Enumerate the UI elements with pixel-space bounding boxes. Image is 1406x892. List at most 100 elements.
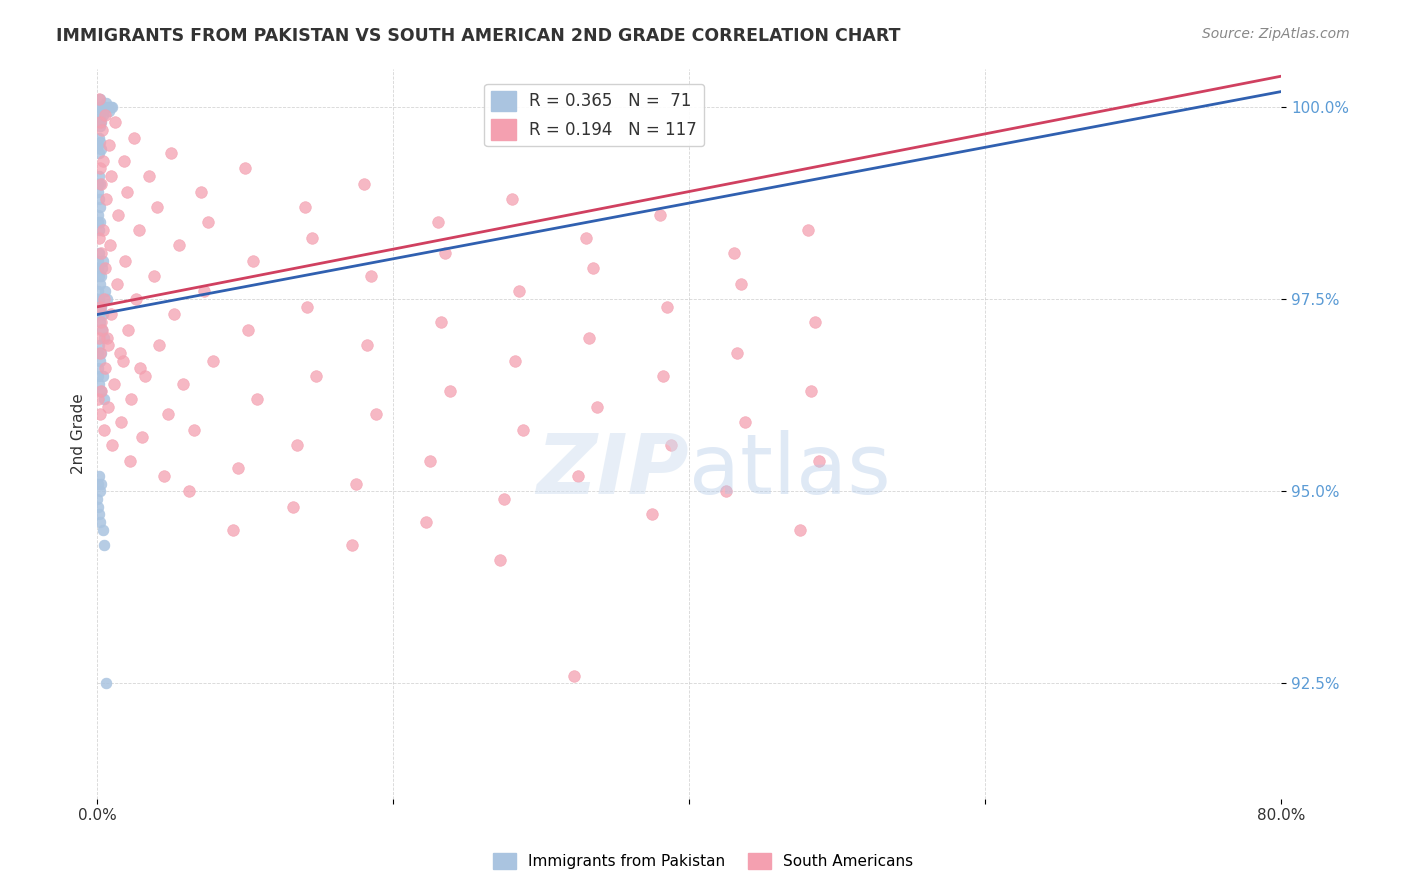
Point <box>86 253 108 268</box>
Text: ZIP: ZIP <box>537 430 689 510</box>
Point <box>89 200 111 214</box>
Point <box>301 230 323 244</box>
Point <box>488 553 510 567</box>
Point <box>434 246 457 260</box>
Point <box>111 353 134 368</box>
Point <box>86 491 108 506</box>
Point <box>112 153 135 168</box>
Point <box>305 369 328 384</box>
Point <box>87 346 110 360</box>
Point <box>90 246 112 260</box>
Point <box>87 361 110 376</box>
Point <box>93 292 115 306</box>
Point <box>131 430 153 444</box>
Point <box>508 285 530 299</box>
Text: Source: ZipAtlas.com: Source: ZipAtlas.com <box>1202 27 1350 41</box>
Text: atlas: atlas <box>689 430 891 510</box>
Point <box>89 192 111 206</box>
Point <box>153 469 176 483</box>
Point <box>494 491 516 506</box>
Point <box>115 185 138 199</box>
Point <box>87 208 110 222</box>
Point <box>120 392 142 406</box>
Point <box>101 100 124 114</box>
Point <box>89 92 111 106</box>
Point <box>114 253 136 268</box>
Point <box>641 508 664 522</box>
Point <box>90 384 112 399</box>
Point <box>796 223 818 237</box>
Point <box>87 215 110 229</box>
Point <box>97 100 120 114</box>
Point <box>100 308 122 322</box>
Point <box>89 292 111 306</box>
Point <box>90 100 112 114</box>
Point <box>94 108 117 122</box>
Point <box>344 476 367 491</box>
Point <box>89 376 111 391</box>
Point <box>582 261 605 276</box>
Point <box>98 238 121 252</box>
Point <box>138 169 160 183</box>
Point <box>167 238 190 252</box>
Point <box>90 384 112 399</box>
Point <box>98 138 121 153</box>
Point <box>501 192 523 206</box>
Point <box>90 268 112 283</box>
Point <box>100 100 122 114</box>
Point <box>90 323 112 337</box>
Point <box>110 415 132 429</box>
Point <box>222 523 245 537</box>
Point <box>103 376 125 391</box>
Point <box>117 323 139 337</box>
Text: IMMIGRANTS FROM PAKISTAN VS SOUTH AMERICAN 2ND GRADE CORRELATION CHART: IMMIGRANTS FROM PAKISTAN VS SOUTH AMERIC… <box>56 27 901 45</box>
Point <box>226 461 249 475</box>
Point <box>87 292 110 306</box>
Point <box>163 308 186 322</box>
Point <box>586 400 609 414</box>
Point <box>142 268 165 283</box>
Point <box>716 484 738 499</box>
Point <box>567 469 589 483</box>
Point <box>87 146 110 161</box>
Point <box>87 338 110 352</box>
Point <box>648 208 671 222</box>
Point <box>804 315 827 329</box>
Point <box>87 261 110 276</box>
Point <box>97 400 120 414</box>
Point <box>118 453 141 467</box>
Point <box>87 223 110 237</box>
Point <box>89 215 111 229</box>
Point <box>356 338 378 352</box>
Point <box>364 408 387 422</box>
Point <box>87 300 110 314</box>
Point <box>100 169 122 183</box>
Point <box>157 408 180 422</box>
Point <box>97 338 120 352</box>
Point <box>90 115 112 129</box>
Point <box>145 200 167 214</box>
Legend: Immigrants from Pakistan, South Americans: Immigrants from Pakistan, South American… <box>486 847 920 875</box>
Point <box>87 92 110 106</box>
Point <box>91 369 114 384</box>
Point <box>294 200 316 214</box>
Point <box>426 215 449 229</box>
Point <box>89 277 111 291</box>
Point <box>730 277 752 291</box>
Point <box>725 346 748 360</box>
Point <box>429 315 451 329</box>
Point <box>94 100 117 114</box>
Point <box>177 484 200 499</box>
Point <box>134 369 156 384</box>
Point <box>101 438 124 452</box>
Point <box>89 353 111 368</box>
Point <box>90 315 112 329</box>
Point <box>96 192 118 206</box>
Point <box>87 308 110 322</box>
Point <box>89 112 111 126</box>
Point <box>93 538 115 552</box>
Point <box>655 300 678 314</box>
Point <box>160 146 183 161</box>
Point <box>91 523 114 537</box>
Point <box>89 246 111 260</box>
